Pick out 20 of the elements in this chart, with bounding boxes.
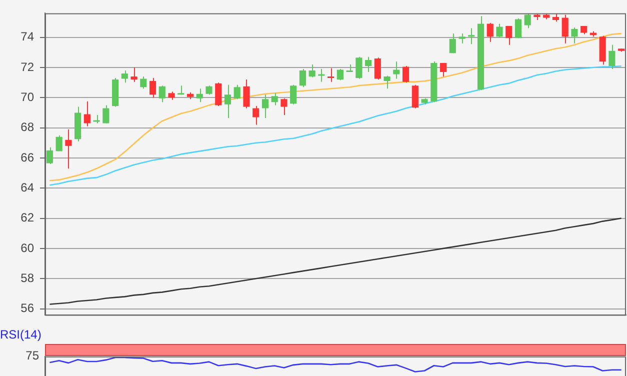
y-tick-label: 72 <box>20 60 34 74</box>
y-tick-label: 74 <box>20 30 34 44</box>
candlestick <box>130 66 138 82</box>
candlestick <box>206 85 212 96</box>
candlestick <box>458 33 466 44</box>
candlestick <box>243 79 250 109</box>
y-tick-label: 64 <box>20 180 34 194</box>
candlestick <box>618 48 625 52</box>
candlestick <box>168 91 175 100</box>
y-tick-label: 66 <box>20 150 34 164</box>
y-tick-label: 60 <box>20 240 34 255</box>
y-tick-label: 70 <box>20 90 34 104</box>
candlestick <box>534 13 540 20</box>
y-tick-label: 68 <box>20 120 34 134</box>
y-tick-label: 56 <box>20 301 34 316</box>
text: 75 <box>26 348 40 363</box>
chart-title: RSI(14) <box>0 328 42 342</box>
y-tick-label: 58 <box>20 270 34 285</box>
candlestick <box>421 98 428 105</box>
y-tick-label: 62 <box>20 210 34 225</box>
